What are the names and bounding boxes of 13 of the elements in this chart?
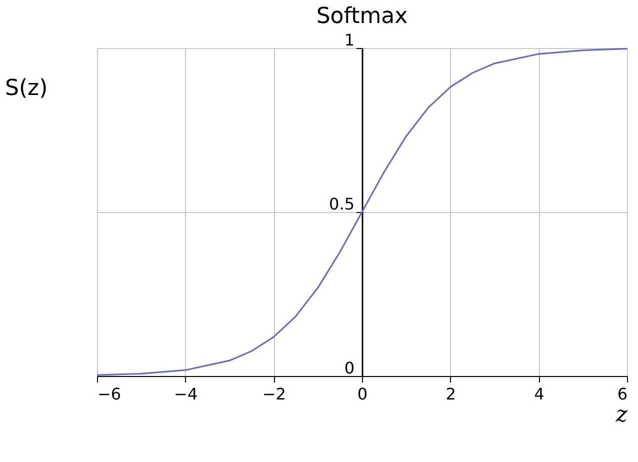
y-tick-label: 1 [344, 30, 354, 50]
y-tick-label: 0 [344, 358, 354, 378]
x-tick-label: −4 [174, 384, 198, 404]
x-tick-label: 2 [446, 384, 456, 404]
x-tick-label: 6 [617, 384, 628, 404]
x-tick-label: 4 [534, 384, 544, 404]
x-tick-label: −6 [98, 384, 122, 404]
y-axis-title: S(z) [5, 76, 48, 101]
x-tick-label: −2 [262, 384, 286, 404]
x-axis-title: z [614, 402, 628, 428]
y-tick-label: 0.5 [329, 194, 354, 214]
chart-title: Softmax [316, 4, 408, 29]
x-tick-label: 0 [357, 384, 368, 404]
